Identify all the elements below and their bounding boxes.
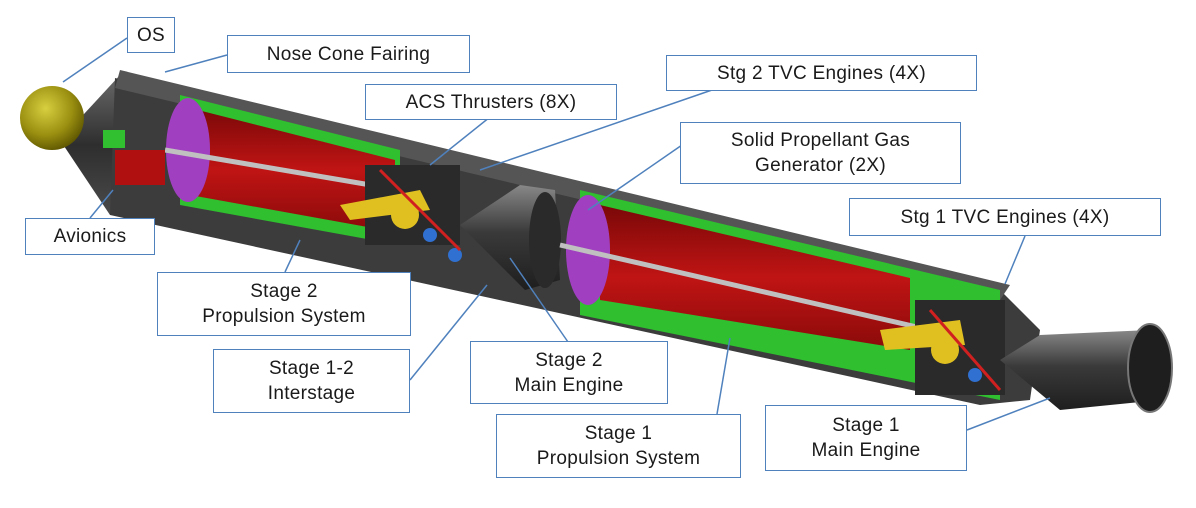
os-sphere: [20, 86, 84, 150]
label-stage1-main-engine: Stage 1 Main Engine: [765, 405, 967, 471]
leader-avionics: [89, 189, 114, 219]
label-os: OS: [127, 17, 175, 53]
stage1-engine-hardware: [880, 300, 1005, 395]
label-stg1-tvc-engines: Stg 1 TVC Engines (4X): [849, 198, 1161, 236]
label-stage1-prop-line2: Propulsion System: [536, 448, 701, 469]
label-acs-thrusters: ACS Thrusters (8X): [365, 84, 617, 120]
stage1-propellant-tank: [600, 205, 910, 350]
stage2-forward-bulkhead: [166, 98, 210, 202]
leader-gas-gen: [587, 144, 683, 211]
leader-stage2-engine: [509, 257, 569, 343]
label-avionics: Avionics: [25, 218, 155, 255]
avionics-box: [115, 150, 165, 185]
label-stage1-engine-line1: Stage 1: [832, 415, 900, 436]
leader-stg2-tvc: [479, 89, 713, 171]
label-stage2-prop-line2: Propulsion System: [202, 306, 366, 327]
label-stg1-tvc-text: Stg 1 TVC Engines (4X): [900, 206, 1110, 228]
label-nose-cone-fairing: Nose Cone Fairing: [227, 35, 470, 73]
leader-nose-cone: [164, 54, 228, 73]
label-interstage-line1: Stage 1-2: [268, 358, 355, 379]
label-stage2-main-engine: Stage 2 Main Engine: [470, 341, 668, 404]
label-stage2-prop-line1: Stage 2: [250, 281, 318, 302]
label-stage1-2-interstage: Stage 1-2 Interstage: [213, 349, 410, 413]
leader-interstage: [409, 284, 488, 381]
label-stage2-engine-line2: Main Engine: [514, 374, 624, 396]
avionics-green-module: [103, 130, 125, 148]
leader-stage1-engine: [966, 397, 1051, 431]
leader-acs: [429, 116, 491, 166]
leader-stage2-prop: [284, 239, 301, 273]
leader-os: [62, 37, 128, 83]
rocket-illustration: [20, 70, 1173, 413]
label-stage2-engine-line1: Stage 2: [535, 349, 603, 371]
stage2-feed-line: [164, 147, 401, 193]
interstage-hardware: [340, 165, 462, 262]
leader-stage1-prop: [716, 337, 731, 415]
label-stage1-prop-line1: Stage 1: [584, 423, 653, 444]
label-nose-cone-text: Nose Cone Fairing: [266, 43, 431, 65]
label-stage2-propulsion-system: Stage 2 Propulsion System: [157, 272, 411, 336]
label-acs-text: ACS Thrusters (8X): [405, 91, 577, 113]
stage1-nozzle-exit: [1127, 323, 1173, 413]
label-stg2-tvc-text: Stg 2 TVC Engines (4X): [716, 62, 926, 84]
label-interstage-line2: Interstage: [267, 383, 356, 404]
stage1-feed-line: [559, 242, 931, 333]
label-stage1-engine-line2: Main Engine: [811, 440, 921, 461]
label-stg2-tvc-engines: Stg 2 TVC Engines (4X): [666, 55, 977, 91]
leader-stg1-tvc: [1004, 235, 1026, 285]
stage2-nozzle-exit: [529, 192, 561, 288]
stage1-main-engine-nozzle: [1000, 330, 1160, 410]
label-gas-gen-line1: Solid Propellant Gas: [730, 130, 911, 151]
label-avionics-text: Avionics: [53, 226, 127, 247]
label-os-text: OS: [136, 24, 166, 46]
label-stage1-propulsion-system: Stage 1 Propulsion System: [496, 414, 741, 478]
label-solid-propellant-gas-generator: Solid Propellant Gas Generator (2X): [680, 122, 961, 184]
label-gas-gen-line2: Generator (2X): [755, 155, 886, 176]
leader-lines: [62, 37, 1051, 431]
